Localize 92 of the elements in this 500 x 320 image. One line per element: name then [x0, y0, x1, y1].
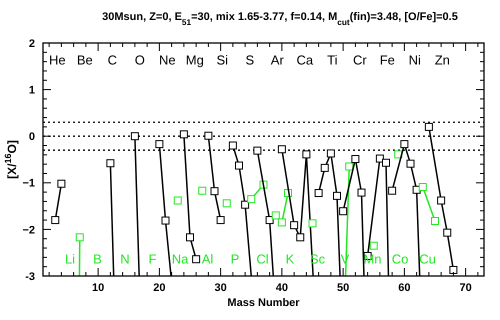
point — [216, 216, 225, 224]
point — [382, 158, 390, 167]
point — [351, 155, 360, 164]
point — [326, 149, 335, 158]
point — [290, 221, 298, 230]
annotation: Ne — [158, 52, 176, 68]
annotation: Li — [64, 252, 76, 267]
point — [412, 186, 421, 194]
annotation: N — [120, 252, 130, 267]
y-tick-label: −1 — [22, 178, 35, 190]
annotation: K — [286, 252, 295, 267]
point — [400, 140, 408, 148]
annotation: S — [245, 52, 254, 68]
point — [192, 255, 200, 264]
x-axis-title: Mass Number — [227, 297, 300, 309]
annotation: Cu — [419, 252, 436, 267]
y-tick-label: −2 — [22, 224, 35, 236]
point — [443, 228, 452, 237]
x-tick-label: 50 — [337, 282, 350, 294]
point — [155, 140, 164, 148]
point — [296, 233, 304, 242]
point — [198, 186, 206, 195]
annotation: Cl — [256, 252, 269, 267]
point — [235, 162, 243, 170]
x-tick-label: 70 — [460, 282, 472, 294]
point — [333, 192, 341, 200]
annotation: Na — [172, 252, 190, 267]
point — [437, 196, 446, 205]
x-tick-label: 40 — [276, 282, 288, 294]
point — [174, 196, 182, 205]
y-tick-label: 0 — [28, 131, 35, 144]
annotation: Ar — [270, 52, 284, 68]
point — [278, 145, 286, 154]
y-tick-label: 2 — [28, 38, 35, 50]
point — [266, 216, 274, 224]
annotation: P — [230, 252, 240, 267]
point — [320, 164, 329, 172]
x-tick-label: 10 — [92, 282, 104, 294]
annotation: B — [93, 252, 102, 267]
point — [204, 132, 212, 140]
annotation: Mg — [186, 52, 204, 68]
x-tick-label: 60 — [398, 282, 410, 294]
point — [76, 233, 84, 242]
point — [358, 188, 366, 197]
y-tick-label: 1 — [28, 84, 35, 96]
point — [302, 150, 310, 158]
chart-title: 30Msun, Z=0, E$_{51}$=30, mix 1.65-3.77, f=0.14, M$_{cut}$(fin)=3.48, [O/Fe]=0.5 — [102, 11, 458, 26]
point — [162, 216, 170, 225]
point — [388, 186, 396, 195]
annotation: C — [108, 52, 117, 68]
point — [370, 242, 378, 250]
point — [418, 182, 427, 191]
point — [57, 180, 66, 188]
point — [339, 207, 348, 216]
point — [51, 216, 60, 224]
point — [180, 130, 188, 138]
y-tick-label: -3 — [25, 270, 35, 283]
point — [228, 142, 237, 150]
annotation: O — [134, 52, 145, 68]
point — [424, 122, 433, 131]
annotation: Ca — [296, 52, 314, 68]
point — [130, 132, 139, 140]
annotation: Zn — [434, 52, 450, 68]
annotation: Al — [202, 252, 214, 267]
annotation: Ni — [408, 52, 422, 68]
x-tick-label: 30 — [214, 282, 227, 294]
annotation: Fe — [380, 52, 395, 68]
annotation: Si — [216, 52, 228, 68]
point — [210, 187, 218, 196]
point — [449, 266, 458, 274]
annotation: Ti — [327, 52, 338, 68]
point — [272, 211, 280, 220]
point — [431, 217, 439, 226]
annotation: Be — [76, 52, 93, 68]
point — [241, 200, 250, 209]
point — [106, 159, 114, 168]
annotation: Co — [392, 252, 408, 267]
point — [253, 146, 262, 155]
point — [278, 218, 286, 226]
x-tick-label: 20 — [153, 282, 166, 294]
annotation: He — [48, 52, 66, 68]
point — [406, 160, 414, 168]
point — [247, 195, 256, 204]
annotation: Cr — [352, 52, 368, 68]
annotation: F — [148, 252, 157, 267]
point — [222, 199, 231, 208]
point — [186, 233, 194, 242]
annotation: Mn — [363, 252, 382, 267]
point — [345, 162, 354, 170]
point — [308, 219, 316, 228]
point — [314, 189, 323, 198]
point — [376, 154, 384, 163]
